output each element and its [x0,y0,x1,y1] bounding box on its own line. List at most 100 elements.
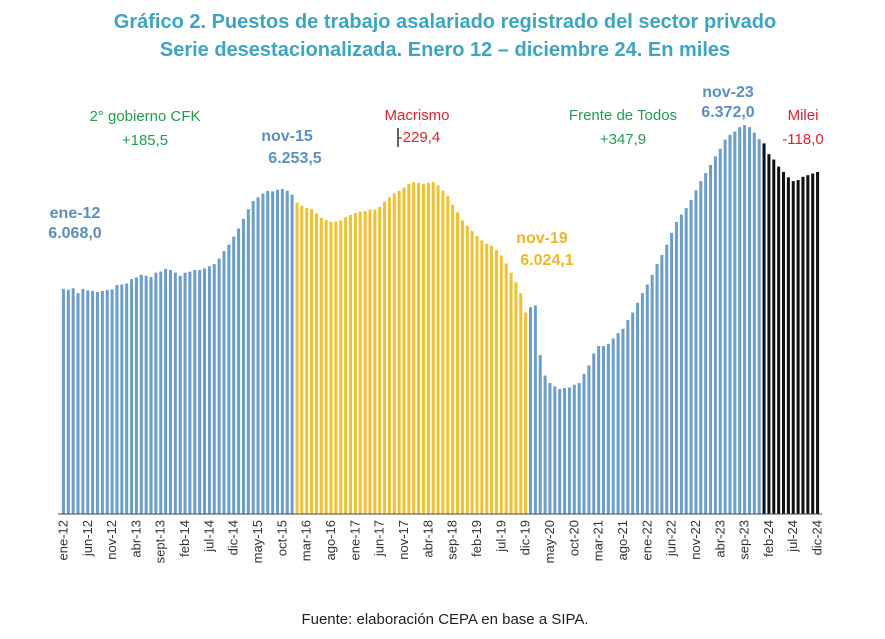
x-tick-label: dic-24 [810,520,825,555]
bars-group [61,125,820,515]
bar-mar-18 [421,183,425,515]
bar-oct-19 [514,282,518,514]
bar-oct-17 [397,190,401,515]
x-tick-label: sep-23 [737,520,752,560]
bar-jun-20 [553,386,557,514]
bar-ago-18 [446,196,450,514]
x-tick-label: sep-18 [445,520,460,560]
bar-ene-17 [353,212,357,514]
bar-ene-18 [412,182,416,514]
bar-jul-20 [558,389,562,514]
bar-ene-15 [237,228,241,514]
bar-sep-12 [100,290,104,514]
bar-mar-22 [655,264,659,514]
bar-feb-24 [767,154,771,515]
bar-abr-21 [601,345,605,514]
bar-may-15 [256,197,260,514]
bar-abr-18 [426,182,430,514]
bar-sep-15 [276,189,280,514]
x-tick-label: mar-21 [591,520,606,561]
x-tick-label: nov-22 [688,520,703,560]
bar-may-14 [198,269,202,514]
x-tick-label: jul-14 [201,520,216,553]
x-tick-label: jul-24 [785,520,800,553]
bar-ene-20 [529,307,533,514]
bar-feb-20 [533,305,537,514]
bar-jun-22 [670,232,674,514]
bar-ago-15 [271,191,275,514]
bar-jun-19 [494,250,498,515]
callout-value-ene-12: 6.068,0 [48,225,101,242]
x-tick-label: jun-22 [664,520,679,557]
bar-abr-12 [76,293,80,514]
bar-jul-21 [616,333,620,514]
x-tick-label: ago-21 [615,520,630,560]
bar-abr-14 [193,269,197,514]
bar-ago-13 [154,272,158,514]
annotation-value-cfk: +185,5 [122,132,168,149]
bar-mar-13 [130,279,134,514]
bar-oct-23 [747,127,751,515]
bar-jul-19 [499,255,503,514]
bar-jul-18 [441,190,445,515]
bar-feb-14 [183,272,187,514]
bar-sep-17 [392,193,396,515]
bar-may-12 [81,288,85,514]
bar-sep-20 [567,387,571,514]
bar-jun-18 [436,185,440,514]
bar-jul-14 [207,266,211,514]
bar-ago-24 [796,180,800,514]
bar-jun-12 [86,290,90,514]
bar-ene-12 [61,288,65,514]
callout-value-nov-19: 6.024,1 [520,252,573,269]
x-tick-label: ene-17 [347,520,362,560]
bar-dic-13 [173,272,177,514]
bar-jul-15 [266,190,270,515]
bar-oct-12 [105,289,109,514]
bar-oct-21 [631,312,635,514]
x-tick-label: nov-17 [396,520,411,560]
bar-may-20 [548,383,552,514]
bar-nov-12 [110,289,114,514]
bar-nov-15 [285,190,289,515]
annotation-label-milei: Milei [788,107,819,124]
x-tick-label: oct-15 [274,520,289,556]
bar-jul-22 [674,222,678,515]
bar-feb-21 [592,353,596,514]
bar-feb-13 [125,283,129,514]
bar-ene-16 [295,202,299,514]
x-tick-label: dic-14 [226,520,241,555]
x-tick-label: may-15 [250,520,265,563]
bar-nov-16 [344,217,348,514]
bar-jul-23 [733,131,737,515]
bar-ene-22 [645,284,649,514]
callout-value-nov-23: 6.372,0 [701,104,754,121]
bar-dic-15 [290,194,294,514]
x-tick-label: feb-24 [761,520,776,557]
callout-date-ene-12: ene-12 [50,205,101,222]
bar-nov-24 [811,173,815,514]
bar-ago-14 [212,264,216,514]
annotation-label-macrismo: Macrismo [384,107,449,124]
bar-jul-16 [324,219,328,514]
x-tick-label: mar-16 [299,520,314,561]
bar-mar-12 [71,288,75,514]
x-tick-label: sept-13 [153,520,168,563]
bar-mar-17 [363,211,367,514]
bar-mar-14 [188,271,192,514]
x-tick-label: ene-22 [639,520,654,560]
annotation-label-cfk: 2° gobierno CFK [89,108,200,125]
bar-mar-16 [305,208,309,515]
bar-mar-19 [480,240,484,515]
bar-sep-22 [684,208,688,515]
bar-abr-19 [485,243,489,514]
bar-dic-16 [348,215,352,515]
bar-mar-23 [713,156,717,514]
bar-dic-22 [699,181,703,514]
bar-jun-13 [144,275,148,514]
bar-dic-18 [465,225,469,514]
bar-jun-21 [611,338,615,514]
bar-ago-23 [738,127,742,515]
bar-ene-24 [762,143,766,514]
annotation-value-macrismo: -229,4 [398,129,441,146]
